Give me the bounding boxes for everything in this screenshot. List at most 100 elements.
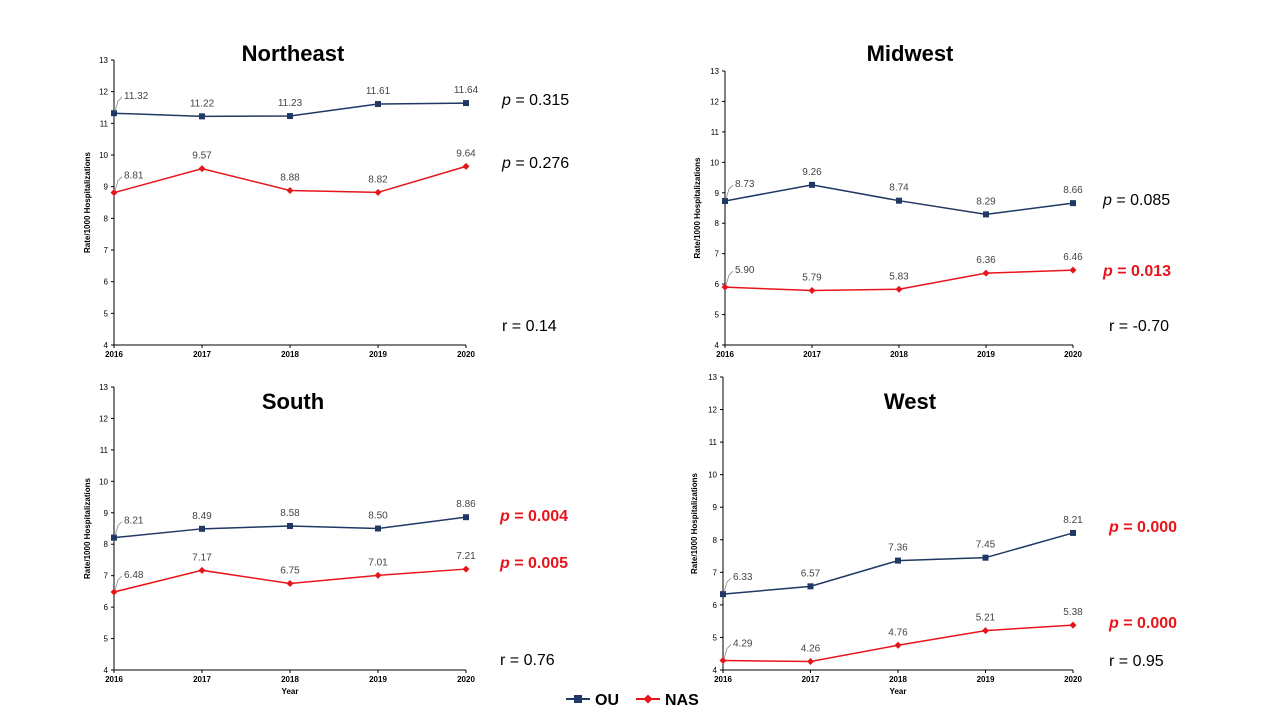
p-symbol: p — [501, 155, 511, 172]
r-value-number: 0.76 — [524, 652, 555, 669]
y-tick-label: 4 — [104, 666, 109, 675]
r-value-number: 0.95 — [1133, 653, 1164, 670]
y-tick-label: 13 — [99, 383, 108, 392]
y-tick-label: 12 — [99, 88, 108, 97]
data-label: 5.21 — [976, 613, 996, 624]
data-point — [894, 641, 902, 649]
y-tick-label: 6 — [104, 603, 109, 612]
data-label: 6.57 — [801, 568, 821, 579]
series-nas: 6.48 7.17 6.75 7.01 7.21 — [110, 551, 476, 596]
x-tick-label: 2018 — [889, 675, 907, 684]
data-point — [286, 186, 294, 194]
data-label: 5.90 — [735, 265, 755, 276]
data-point — [287, 522, 293, 529]
data-label-leader — [114, 575, 123, 591]
legend-diamond-marker — [643, 694, 653, 704]
data-label: 8.66 — [1063, 185, 1083, 196]
p-value-number: 0.085 — [1130, 192, 1170, 209]
y-tick-label: 7 — [104, 246, 109, 255]
data-label: 8.74 — [889, 183, 909, 194]
r-prefix: r = — [1109, 318, 1133, 335]
p-value-number: 0.013 — [1131, 263, 1171, 280]
data-label: 11.32 — [124, 91, 149, 102]
x-tick-label: 2020 — [1064, 350, 1082, 359]
y-tick-label: 11 — [100, 119, 109, 128]
y-tick-label: 7 — [713, 568, 718, 577]
p-equals: = — [1113, 263, 1131, 280]
legend-item-ou: OU — [566, 692, 619, 709]
data-point — [462, 565, 470, 573]
data-point — [982, 554, 989, 561]
data-label: 4.29 — [733, 639, 753, 650]
series-ou: 11.32 11.22 11.23 11.61 11.64 — [111, 85, 479, 120]
y-tick-label: 9 — [715, 189, 720, 198]
data-label: 6.36 — [976, 255, 996, 266]
data-point — [375, 525, 381, 532]
data-point — [110, 189, 118, 197]
data-point — [982, 269, 990, 277]
p-value-ou: p = 0.085 — [1102, 192, 1170, 209]
data-label: 8.50 — [368, 511, 388, 522]
data-label: 8.21 — [124, 516, 144, 527]
data-point — [982, 627, 989, 635]
x-tick-label: 2018 — [890, 350, 908, 359]
legend-label: NAS — [665, 692, 699, 709]
y-tick-label: 5 — [713, 633, 718, 642]
data-label: 8.21 — [1063, 515, 1083, 526]
p-equals: = — [510, 508, 528, 525]
y-tick-label: 9 — [104, 183, 109, 192]
data-label: 8.73 — [735, 179, 755, 190]
data-point — [198, 566, 206, 574]
data-label: 8.88 — [280, 172, 300, 183]
x-tick-label: 2017 — [803, 350, 821, 359]
x-tick-label: 2018 — [281, 675, 299, 684]
y-tick-label: 10 — [99, 477, 108, 486]
p-equals: = — [510, 555, 528, 572]
data-label: 11.22 — [190, 98, 215, 109]
y-tick-label: 10 — [99, 151, 108, 160]
y-tick-label: 4 — [715, 341, 720, 350]
data-point — [1069, 266, 1077, 274]
r-value: r = 0.95 — [1109, 653, 1164, 670]
p-value-nas: p = 0.013 — [1102, 263, 1171, 280]
chart-title: West — [884, 389, 937, 414]
data-label: 6.48 — [124, 570, 144, 581]
p-symbol: p — [499, 508, 510, 525]
series-nas: 4.29 4.26 4.76 5.21 5.38 — [719, 607, 1083, 666]
y-tick-label: 6 — [104, 278, 109, 287]
data-label: 9.64 — [456, 148, 476, 159]
y-tick-label: 11 — [709, 438, 718, 447]
data-label: 11.23 — [278, 98, 303, 109]
y-tick-label: 10 — [708, 471, 717, 480]
data-point — [110, 588, 118, 596]
y-tick-label: 9 — [713, 503, 718, 512]
data-label: 7.21 — [456, 551, 476, 562]
x-tick-label: 2016 — [105, 350, 123, 359]
y-axis-label: Rate/1000 Hospitalizations — [83, 477, 92, 578]
data-point — [720, 591, 726, 598]
y-tick-label: 4 — [713, 666, 718, 675]
data-point — [374, 571, 382, 579]
y-tick-label: 4 — [104, 341, 109, 350]
r-value: r = 0.76 — [500, 652, 555, 669]
chart-panel-south: South 4 5 6 7 8 9 10 11 12 13 2016 2017 2018 2019 2020 R… — [83, 383, 568, 696]
data-label-leader — [725, 270, 734, 286]
r-prefix: r = — [502, 318, 526, 335]
y-tick-label: 11 — [100, 446, 109, 455]
y-tick-label: 8 — [715, 219, 720, 228]
p-symbol: p — [499, 555, 510, 572]
x-tick-label: 2019 — [369, 675, 387, 684]
data-point — [375, 101, 381, 108]
legend-label: OU — [595, 692, 619, 709]
y-tick-label: 11 — [711, 128, 720, 137]
data-point — [199, 113, 205, 120]
r-value: r = -0.70 — [1109, 318, 1169, 335]
data-point — [896, 197, 902, 204]
data-label-leader — [114, 96, 123, 112]
p-symbol: p — [1108, 519, 1119, 536]
p-value-number: 0.000 — [1137, 615, 1177, 632]
y-tick-label: 7 — [104, 572, 109, 581]
data-label: 8.82 — [368, 174, 388, 185]
y-tick-label: 12 — [710, 97, 719, 106]
p-value-nas: p = 0.005 — [499, 555, 568, 572]
